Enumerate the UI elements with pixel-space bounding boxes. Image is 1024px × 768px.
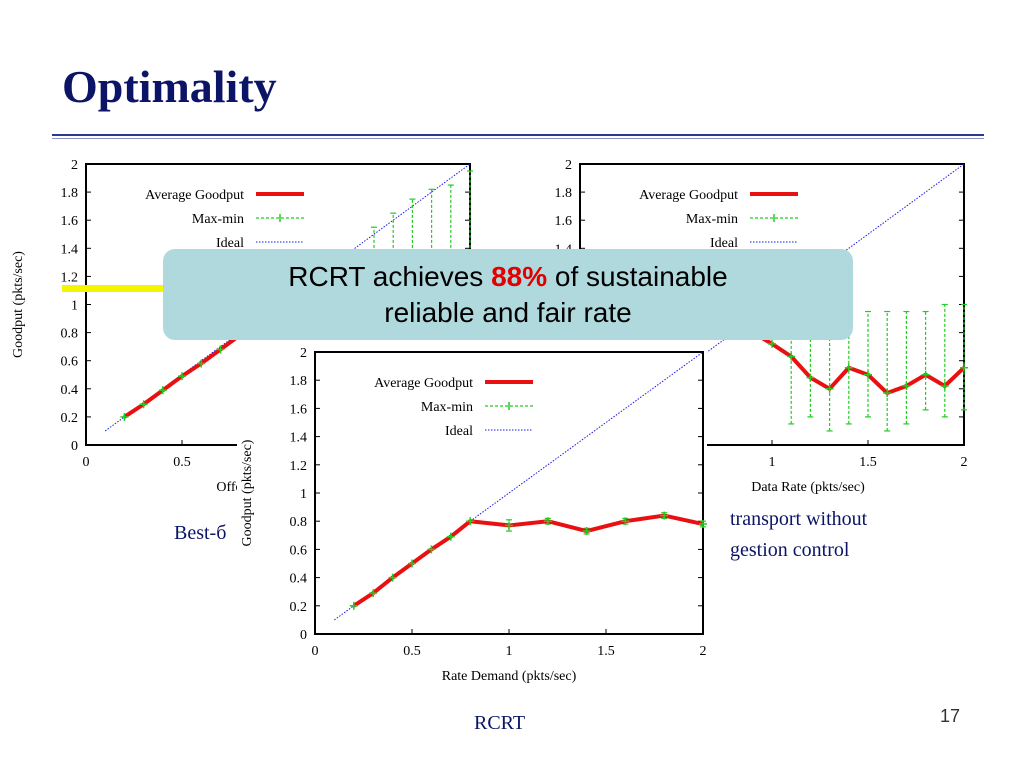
y-tick-label: 1.2 — [61, 270, 79, 285]
y-tick-label: 1.4 — [290, 431, 308, 446]
callout-box: RCRT achieves 88% of sustainable reliabl… — [163, 249, 853, 340]
x-tick-label: 2 — [700, 644, 707, 659]
caption-right-line2: gestion control — [730, 539, 850, 561]
legend-label: Average Goodput — [374, 376, 473, 391]
legend-label: Average Goodput — [639, 188, 738, 203]
footer-label: RCRT — [474, 712, 526, 734]
y-tick-label: 0 — [300, 628, 307, 643]
x-tick-label: 0 — [312, 644, 319, 659]
y-tick-label: 0.6 — [290, 543, 308, 558]
plot-center: 0 0.2 0.4 0.6 0.8 1 1.2 1.4 1.6 1.8 2 0 0.5 1 1.5 2 Rate… — [237, 340, 707, 695]
y-axis-label: Goodput (pkts/sec) — [240, 439, 255, 546]
y-tick-label: 0.2 — [290, 600, 308, 615]
legend-label: Max-min — [192, 212, 244, 227]
y-tick-label: 0 — [71, 439, 78, 454]
y-tick-label: 1.4 — [61, 242, 79, 257]
y-axis-label: Goodput (pkts/sec) — [11, 251, 26, 358]
callout-line2: reliable and fair rate — [384, 297, 632, 328]
y-tick-label: 1.8 — [61, 186, 79, 201]
caption-right-line1: transport without — [730, 508, 868, 530]
x-axis-label: Rate Demand (pkts/sec) — [442, 669, 577, 684]
y-tick-label: 2 — [300, 346, 307, 361]
x-tick-label: 2 — [961, 455, 968, 470]
x-tick-label: 1.5 — [859, 455, 877, 470]
y-tick-label: 1.8 — [555, 186, 573, 201]
y-tick-label: 1 — [300, 487, 307, 502]
x-axis-label: Data Rate (pkts/sec) — [751, 480, 865, 495]
y-tick-label: 1 — [71, 299, 78, 314]
x-tick-label: 1.5 — [597, 644, 615, 659]
y-tick-label: 1.2 — [290, 459, 308, 474]
y-tick-label: 1.6 — [290, 402, 308, 417]
legend-label: Ideal — [216, 236, 244, 251]
callout-suffix: of sustainable — [547, 261, 728, 292]
callout-prefix: RCRT achieves — [288, 261, 492, 292]
x-tick-label: 1 — [506, 644, 513, 659]
callout-highlight: 88% — [491, 261, 548, 292]
y-tick-label: 0.4 — [290, 572, 308, 587]
y-tick-label: 1.8 — [290, 374, 308, 389]
x-tick-label: 0.5 — [403, 644, 421, 659]
x-tick-label: 1 — [769, 455, 776, 470]
y-tick-label: 0.2 — [61, 411, 79, 426]
y-tick-label: 0.8 — [290, 515, 308, 530]
caption-left: Best-б — [174, 522, 227, 544]
average-goodput-line — [751, 330, 966, 396]
y-tick-label: 0.6 — [61, 355, 79, 370]
y-tick-label: 2 — [71, 158, 78, 173]
highlight-bar — [62, 285, 166, 292]
y-tick-label: 0.8 — [61, 327, 79, 342]
x-tick-label: 0 — [83, 455, 90, 470]
y-tick-label: 1.6 — [61, 214, 79, 229]
x-tick-label: 0.5 — [173, 455, 191, 470]
y-tick-label: 0.4 — [61, 383, 79, 398]
y-tick-label: 2 — [565, 158, 572, 173]
plot-center-svg: 0 0.2 0.4 0.6 0.8 1 1.2 1.4 1.6 1.8 2 0 0.5 1 1.5 2 Rate… — [240, 346, 707, 684]
y-tick-label: 1.6 — [555, 214, 573, 229]
legend-label: Max-min — [686, 212, 738, 227]
slide-title: Optimality — [62, 61, 277, 112]
title-rule — [52, 134, 984, 136]
page-number: 17 — [940, 706, 961, 726]
callout-line1: RCRT achieves 88% of sustainable — [163, 259, 853, 295]
legend-label: Average Goodput — [145, 188, 244, 203]
legend-label: Max-min — [421, 400, 473, 415]
legend-label: Ideal — [445, 424, 473, 439]
title-rule-thin — [52, 138, 984, 139]
legend-label: Ideal — [710, 236, 738, 251]
